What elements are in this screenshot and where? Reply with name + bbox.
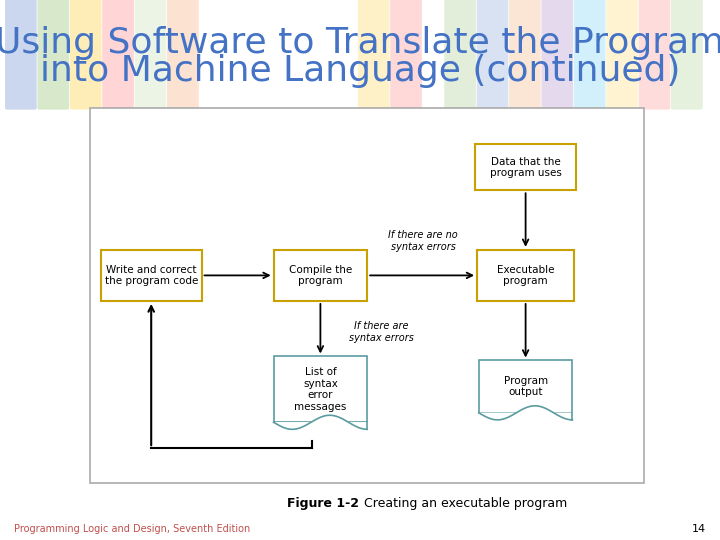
FancyBboxPatch shape — [477, 249, 575, 301]
FancyBboxPatch shape — [70, 0, 102, 110]
FancyBboxPatch shape — [541, 0, 573, 110]
FancyBboxPatch shape — [574, 0, 606, 110]
FancyBboxPatch shape — [509, 0, 541, 110]
FancyBboxPatch shape — [606, 0, 638, 110]
FancyBboxPatch shape — [5, 0, 37, 110]
FancyBboxPatch shape — [477, 0, 508, 110]
Text: Executable
program: Executable program — [497, 265, 554, 286]
FancyBboxPatch shape — [479, 361, 572, 413]
Text: Creating an executable program: Creating an executable program — [360, 497, 567, 510]
Text: 14: 14 — [691, 524, 706, 534]
Text: Compile the
program: Compile the program — [289, 265, 352, 286]
FancyBboxPatch shape — [90, 108, 644, 483]
Text: Programming Logic and Design, Seventh Edition: Programming Logic and Design, Seventh Ed… — [14, 524, 251, 534]
FancyBboxPatch shape — [444, 0, 476, 110]
Text: Figure 1-2: Figure 1-2 — [287, 497, 359, 510]
Text: List of
syntax
error
messages: List of syntax error messages — [294, 367, 346, 411]
FancyBboxPatch shape — [639, 0, 670, 110]
Text: If there are
syntax errors: If there are syntax errors — [349, 321, 414, 343]
FancyBboxPatch shape — [167, 0, 199, 110]
FancyBboxPatch shape — [274, 356, 367, 422]
Text: Using Software to Translate the Program: Using Software to Translate the Program — [0, 26, 720, 60]
FancyBboxPatch shape — [274, 249, 367, 301]
Text: Data that the
program uses: Data that the program uses — [490, 157, 562, 178]
FancyBboxPatch shape — [475, 145, 576, 191]
FancyBboxPatch shape — [358, 0, 390, 110]
Text: Program
output: Program output — [503, 376, 548, 397]
FancyBboxPatch shape — [37, 0, 69, 110]
FancyBboxPatch shape — [671, 0, 703, 110]
FancyBboxPatch shape — [135, 0, 166, 110]
FancyBboxPatch shape — [101, 249, 202, 301]
FancyBboxPatch shape — [102, 0, 134, 110]
Text: If there are no
syntax errors: If there are no syntax errors — [389, 230, 458, 252]
FancyBboxPatch shape — [390, 0, 422, 110]
Text: Write and correct
the program code: Write and correct the program code — [104, 265, 198, 286]
Text: into Machine Language (continued): into Machine Language (continued) — [40, 55, 680, 88]
